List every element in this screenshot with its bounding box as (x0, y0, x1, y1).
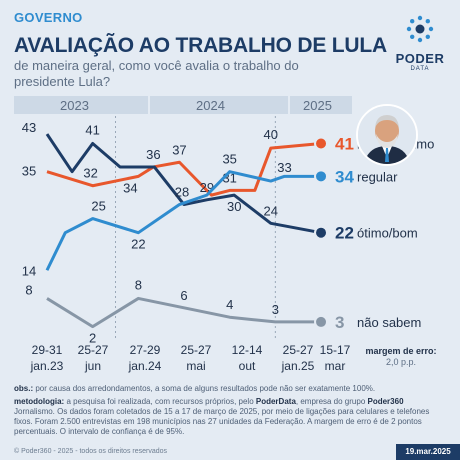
data-label-regular-4: 35 (222, 152, 236, 167)
x-label-6: 15-17 mar (319, 343, 351, 373)
data-label-nao_sabem-5: 3 (272, 302, 279, 317)
year-band-2025 (290, 96, 352, 114)
end-marker-ruim_pessimo (314, 136, 329, 151)
series-name-nao_sabem: não sabem (357, 315, 421, 330)
series-line-nao_sabem (46, 296, 322, 329)
year-band-2023 (14, 96, 148, 114)
data-label-nao_sabem-3: 6 (180, 288, 187, 303)
year-label-2024: 2024 (196, 98, 225, 113)
data-label-otimo_bom-4: 30 (227, 199, 241, 214)
year-label-2025: 2025 (303, 98, 332, 113)
series-line-otimo_bom (45, 133, 322, 235)
x-label-3: 25-27 mai (180, 343, 212, 373)
margin-of-error: margem de erro: 2,0 p.p. (365, 346, 437, 367)
lula-portrait (356, 104, 418, 166)
copyright-footer: © Poder360 - 2025 - todos os direitos re… (14, 448, 168, 455)
page-title: AVALIAÇÃO AO TRABALHO DE LULA (14, 34, 387, 57)
notes: obs.: por causa dos arredondamentos, a s… (14, 384, 446, 440)
data-label-ruim_pessimo-0: 35 (22, 164, 36, 179)
year-label-2023: 2023 (60, 98, 89, 113)
logo-word: PODER (395, 51, 445, 66)
data-label-otimo_bom-0: 43 (22, 120, 36, 135)
data-label-otimo_bom-3: 29 (200, 180, 214, 195)
kicker: GOVERNO (14, 10, 83, 25)
data-label-regular-0: 14 (22, 263, 36, 278)
end-marker-nao_sabem (314, 314, 329, 329)
series-line-ruim_pessimo (46, 141, 322, 197)
end-value-nao_sabem: 3 (335, 313, 344, 332)
data-label-ruim_pessimo-3: 37 (172, 142, 186, 157)
year-band-2024 (150, 96, 288, 114)
data-label-regular-5: 33 (277, 160, 291, 175)
data-label-nao_sabem-0: 8 (25, 282, 32, 297)
x-label-5: 25-27 jan.25 (281, 343, 315, 373)
obs-note: obs.: por causa dos arredondamentos, a s… (14, 384, 376, 393)
data-label-otimo_bom-5: 24 (264, 203, 278, 218)
data-label-otimo_bom-1: 41 (85, 122, 99, 137)
subtitle: de maneira geral, como você avalia o tra… (14, 58, 299, 89)
logo-burst-icon (406, 15, 434, 43)
x-label-4: 12-14 out (231, 343, 263, 373)
data-label-regular-1: 25 (91, 199, 105, 214)
data-label-otimo_bom-2: 36 (146, 147, 160, 162)
x-label-1: 25-27 jun (77, 343, 109, 373)
poderdata-logo: PODER DATA (395, 14, 445, 72)
x-label-0: 29-31 jan.23 (30, 343, 64, 373)
data-label-nao_sabem-2: 8 (135, 277, 142, 292)
logo-sub: DATA (410, 66, 430, 72)
series-name-otimo_bom: ótimo/bom (357, 226, 418, 241)
x-label-2: 27-29 jan.24 (128, 343, 162, 373)
data-label-ruim_pessimo-5: 40 (264, 127, 278, 142)
end-marker-otimo_bom (314, 225, 329, 240)
end-value-otimo_bom: 22 (335, 224, 354, 243)
series-name-regular: regular (357, 169, 398, 184)
publish-date: 19.mar.2025 (396, 444, 460, 460)
end-marker-regular (314, 169, 329, 184)
data-label-ruim_pessimo-2: 34 (123, 180, 137, 195)
data-label-ruim_pessimo-1: 32 (83, 166, 97, 181)
data-label-regular-3: 28 (175, 185, 189, 200)
end-value-ruim_pessimo: 41 (335, 134, 354, 153)
data-label-nao_sabem-1: 2 (89, 331, 96, 346)
data-label-nao_sabem-4: 4 (226, 297, 233, 312)
end-value-regular: 34 (335, 167, 354, 186)
series-line-regular (45, 170, 322, 271)
methodology-note: metodologia: a pesquisa foi realizada, c… (14, 397, 430, 436)
data-label-regular-2: 22 (131, 237, 145, 252)
